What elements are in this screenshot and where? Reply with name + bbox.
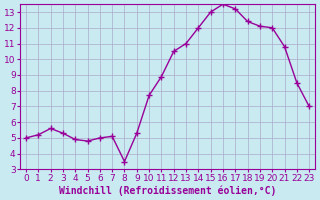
X-axis label: Windchill (Refroidissement éolien,°C): Windchill (Refroidissement éolien,°C) xyxy=(59,185,276,196)
